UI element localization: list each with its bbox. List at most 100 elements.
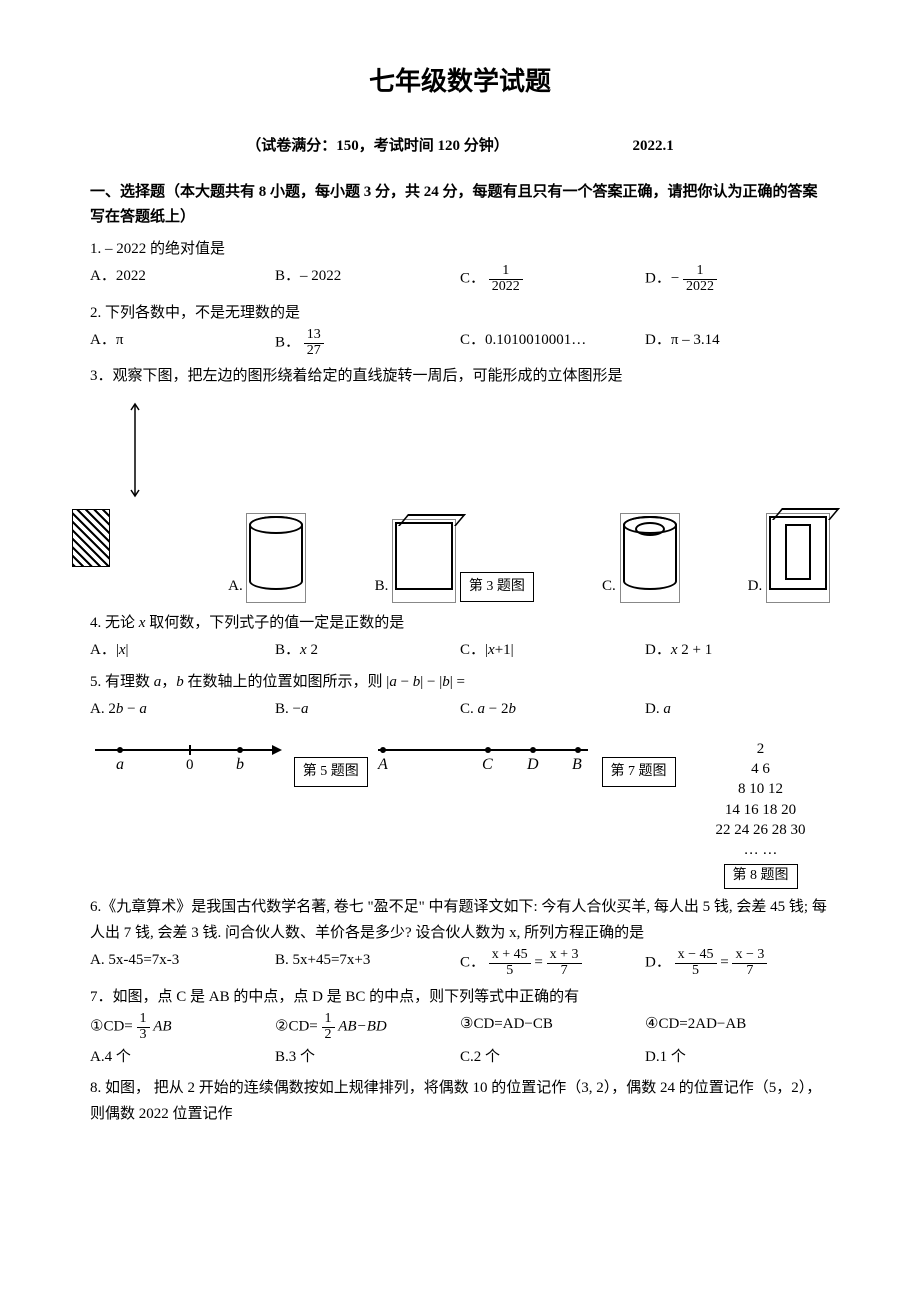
q3-fig-label: 第 3 题图 [460, 572, 534, 602]
q1-stem: 1. – 2022 的绝对值是 [90, 237, 830, 263]
subtitle-row: （试卷满分：150，考试时间 120 分钟） 2022.1 [90, 134, 830, 160]
q2-opt-a: A．π [90, 328, 275, 358]
q6d-lnum: x − 45 [675, 948, 717, 964]
q8-fig-label: 第 8 题图 [724, 864, 798, 889]
q1c-frac: 1 2022 [489, 264, 523, 294]
q7s1-den: 3 [137, 1028, 150, 1043]
q6c-lfrac: x + 455 [489, 948, 531, 978]
q3-source-shape [90, 400, 160, 603]
q6c-rden: 7 [547, 964, 582, 979]
q3-opt-d: D. [748, 513, 830, 603]
tri-r3: 8 10 12 [676, 779, 846, 799]
number-line-ab-icon: a 0 b [90, 735, 290, 775]
q6d-rnum: x − 3 [732, 948, 767, 964]
q1d-frac: 1 2022 [683, 264, 717, 294]
q7s1-post: AB [153, 1019, 171, 1035]
q5-opt-c: C. a − 2b [460, 697, 645, 723]
q7-s1: ①CD= 13 AB [90, 1012, 275, 1042]
q6d-pre: D． [645, 955, 671, 971]
rotation-axis-icon [90, 400, 160, 500]
q7-opt-b: B.3 个 [275, 1045, 460, 1071]
q3-a-label: A. [228, 578, 243, 594]
q6d-rden: 7 [732, 964, 767, 979]
q2b-pre: B． [275, 335, 300, 351]
q6-opt-d: D． x − 455 = x − 37 [645, 948, 830, 978]
q7s2-post: AB−BD [338, 1019, 386, 1035]
tri-r2: 4 6 [676, 759, 846, 779]
q4-stem-pre: 4. 无论 [90, 615, 139, 631]
q1-opt-b: B．– 2022 [275, 264, 460, 294]
svg-text:b: b [236, 756, 244, 773]
q5-opt-d: D. a [645, 697, 830, 723]
tri-r4: 14 16 18 20 [676, 800, 846, 820]
q1c-pre: C． [460, 271, 485, 287]
q4-opt-c: C．|x+1| [460, 638, 645, 664]
q7-opt-c: C.2 个 [460, 1045, 645, 1071]
q6c-rfrac: x + 37 [547, 948, 582, 978]
svg-text:a: a [116, 756, 124, 773]
q7-fig-label: 第 7 题图 [602, 757, 676, 787]
q1d-pre: D．− [645, 271, 679, 287]
q7-figure: A C D B 第 7 题图 [368, 735, 676, 787]
question-8: 8. 如图， 把从 2 开始的连续偶数按如上规律排列，将偶数 10 的位置记作（… [90, 1076, 830, 1127]
q2-options: A．π B． 13 27 C．0.1010010001… D．π – 3.14 [90, 328, 830, 358]
q6c-eq: = [534, 955, 546, 971]
question-7: 7．如图，点 C 是 AB 的中点，点 D 是 BC 的中点，则下列等式中正确的… [90, 985, 830, 1070]
q5-expr: |a − b| − |b| = [386, 674, 465, 690]
q6-options: A. 5x-45=7x-3 B. 5x+45=7x+3 C． x + 455 =… [90, 948, 830, 978]
q7-stem: 7．如图，点 C 是 AB 的中点，点 D 是 BC 的中点，则下列等式中正确的… [90, 985, 830, 1011]
q1-opt-d: D．− 1 2022 [645, 264, 830, 294]
q6c-pre: C． [460, 955, 485, 971]
q7-s2: ②CD= 12 AB−BD [275, 1012, 460, 1042]
svg-text:D: D [526, 756, 539, 773]
prism-icon [392, 519, 456, 603]
q3-c-label: C. [602, 578, 616, 594]
q1-opt-a: A．2022 [90, 264, 275, 294]
q7s2-pre: ②CD= [275, 1019, 318, 1035]
q3-opt-a: A. [228, 513, 306, 603]
q8-figure: 2 4 6 8 10 12 14 16 18 20 22 24 26 28 30… [676, 735, 846, 889]
q3-opt-b: B. 第 3 题图 [375, 519, 534, 603]
q6-stem: 6.《九章算术》是我国古代数学名著, 卷七 "盈不足" 中有题译文如下: 今有人… [90, 895, 830, 946]
exam-info: （试卷满分：150，考试时间 120 分钟） [246, 138, 509, 154]
q2-opt-d: D．π – 3.14 [645, 328, 830, 358]
tri-r6: … … [676, 840, 846, 860]
svg-text:B: B [572, 756, 582, 773]
question-2: 2. 下列各数中，不是无理数的是 A．π B． 13 27 C．0.101001… [90, 301, 830, 359]
hollow-prism-icon [766, 513, 830, 603]
hatched-rectangle-icon [72, 509, 110, 567]
q6d-rfrac: x − 37 [732, 948, 767, 978]
question-5: 5. 有理数 a，b 在数轴上的位置如图所示，则 |a − b| − |b| =… [90, 670, 830, 723]
segment-acdb-icon: A C D B [368, 735, 598, 775]
q3-figure-row: A. B. 第 3 题图 C. D. [90, 400, 830, 603]
q2b-num: 13 [304, 328, 324, 344]
q2b-frac: 13 27 [304, 328, 324, 358]
q7-opt-d: D.1 个 [645, 1045, 830, 1071]
tri-r5: 22 24 26 28 30 [676, 820, 846, 840]
q1-opt-c: C． 1 2022 [460, 264, 645, 294]
q6-opt-c: C． x + 455 = x + 37 [460, 948, 645, 978]
q5-post: 在数轴上的位置如图所示，则 [184, 674, 383, 690]
svg-text:A: A [377, 756, 388, 773]
svg-text:C: C [482, 756, 493, 773]
q1d-num: 1 [683, 264, 717, 280]
q7-statements: ①CD= 13 AB ②CD= 12 AB−BD ③CD=AD−CB ④CD=2… [90, 1012, 830, 1042]
q6d-lden: 5 [675, 964, 717, 979]
question-6: 6.《九章算术》是我国古代数学名著, 卷七 "盈不足" 中有题译文如下: 今有人… [90, 895, 830, 978]
q4-opt-b: B．x 2 [275, 638, 460, 664]
tri-r1: 2 [676, 739, 846, 759]
question-4: 4. 无论 x 取何数，下列式子的值一定是正数的是 A．|x| B．x 2 C．… [90, 611, 830, 664]
q5-stem: 5. 有理数 a，b 在数轴上的位置如图所示，则 |a − b| − |b| = [90, 670, 830, 696]
hollow-cylinder-icon [620, 513, 680, 603]
q3-b-label: B. [375, 578, 389, 594]
q5-pre: 5. 有理数 [90, 674, 154, 690]
q7s1-pre: ①CD= [90, 1019, 133, 1035]
q5-options: A. 2b − a B. −a C. a − 2b D. a [90, 697, 830, 723]
q4-opt-a: A．|x| [90, 638, 275, 664]
q7-options: A.4 个 B.3 个 C.2 个 D.1 个 [90, 1045, 830, 1071]
q1c-num: 1 [489, 264, 523, 280]
q1c-den: 2022 [489, 280, 523, 295]
q4-stem-post: 取何数，下列式子的值一定是正数的是 [145, 615, 404, 631]
svg-text:0: 0 [186, 757, 194, 773]
page-title: 七年级数学试题 [90, 60, 830, 104]
